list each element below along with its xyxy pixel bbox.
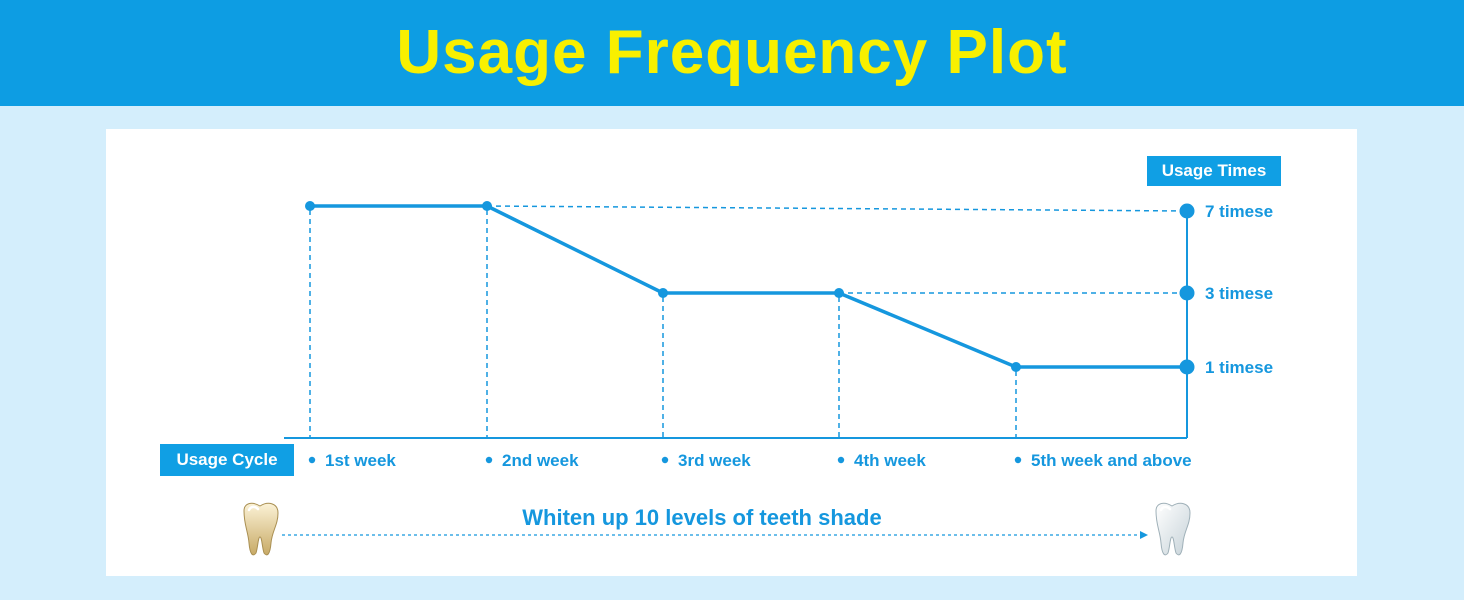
data-point [305, 201, 315, 211]
y-axis-label: Usage Times [1147, 156, 1281, 186]
x-tick-label: 3rd week [678, 451, 751, 470]
header-banner: Usage Frequency Plot [0, 0, 1464, 106]
x-tick-label: 1st week [325, 451, 396, 470]
y-level-marker [1179, 359, 1195, 375]
x-tick-bullet [485, 456, 493, 464]
y-level-marker [1179, 285, 1195, 301]
x-tick-label: 2nd week [502, 451, 579, 470]
page-title: Usage Frequency Plot [396, 18, 1068, 87]
usage-series-line [310, 204, 1187, 369]
x-tick-label: 4th week [854, 451, 926, 470]
y-level-label: 3 timese [1205, 284, 1273, 303]
chart-panel [106, 129, 1357, 576]
progress-arrow-head [1140, 531, 1148, 539]
x-tick-bullet [661, 456, 669, 464]
white-tooth-icon [1155, 502, 1191, 556]
whitening-tagline: Whiten up 10 levels of teeth shade [522, 505, 881, 530]
data-point [658, 288, 668, 298]
yellow-tooth-icon [243, 502, 279, 556]
data-point [834, 288, 844, 298]
data-point [1011, 362, 1021, 372]
x-tick-bullet [308, 456, 316, 464]
data-point [482, 201, 492, 211]
x-tick-bullet [837, 456, 845, 464]
y-level-label: 1 timese [1205, 358, 1273, 377]
y-level-marker [1179, 203, 1195, 219]
x-tick-label: 5th week and above [1031, 451, 1192, 470]
x-axis-label: Usage Cycle [160, 444, 294, 476]
horizontal-guide-line [486, 205, 1188, 212]
x-tick-bullet [1014, 456, 1022, 464]
y-level-label: 7 timese [1205, 202, 1273, 221]
